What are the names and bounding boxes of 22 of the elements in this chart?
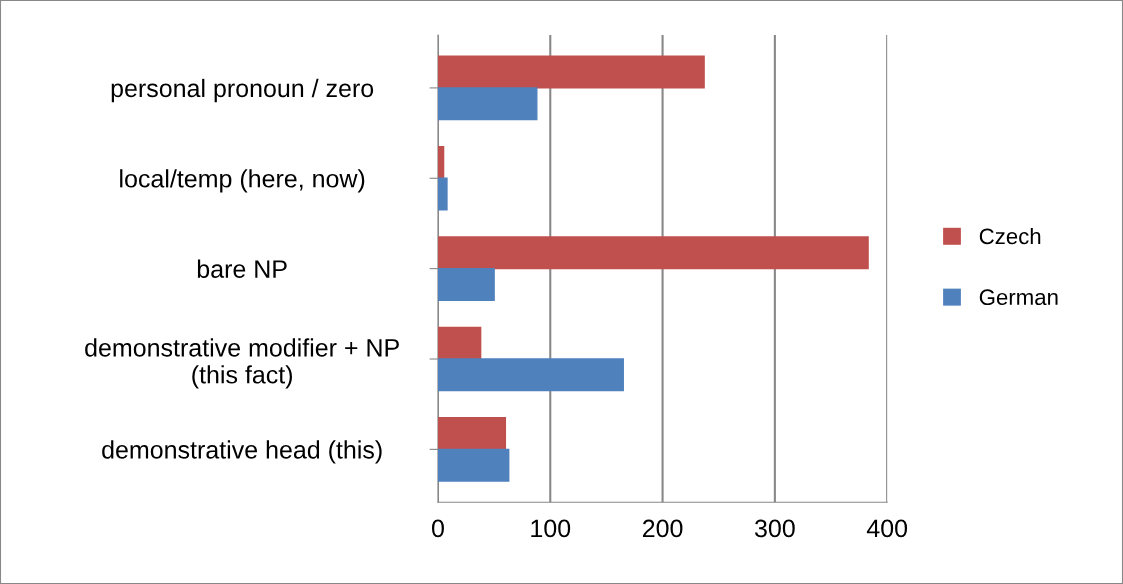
x-tick-label: 300	[754, 519, 795, 538]
x-tick-label: 400	[866, 519, 908, 538]
bar	[437, 358, 624, 392]
bar	[437, 145, 445, 179]
x-tick-label: 0	[432, 519, 444, 538]
bar	[437, 267, 495, 301]
bar	[437, 177, 448, 211]
bar	[437, 55, 705, 89]
x-tick-label: 200	[642, 519, 683, 538]
bar	[437, 87, 538, 121]
y-tick-label: demonstrative head (this)	[102, 440, 382, 464]
bar	[437, 236, 869, 270]
legend-label: Czech	[979, 227, 1041, 245]
bar	[437, 326, 482, 360]
bar	[437, 448, 510, 482]
legend-label: German	[979, 289, 1058, 306]
y-tick-label: demonstrative modifier + NP (this fact)	[85, 338, 399, 389]
bar	[437, 417, 507, 451]
y-tick-label: local/temp (here, now)	[120, 169, 365, 193]
y-tick-label: personal pronoun / zero	[111, 78, 374, 103]
x-tick-label: 100	[531, 519, 571, 538]
y-tick-label: bare NP	[197, 259, 287, 278]
